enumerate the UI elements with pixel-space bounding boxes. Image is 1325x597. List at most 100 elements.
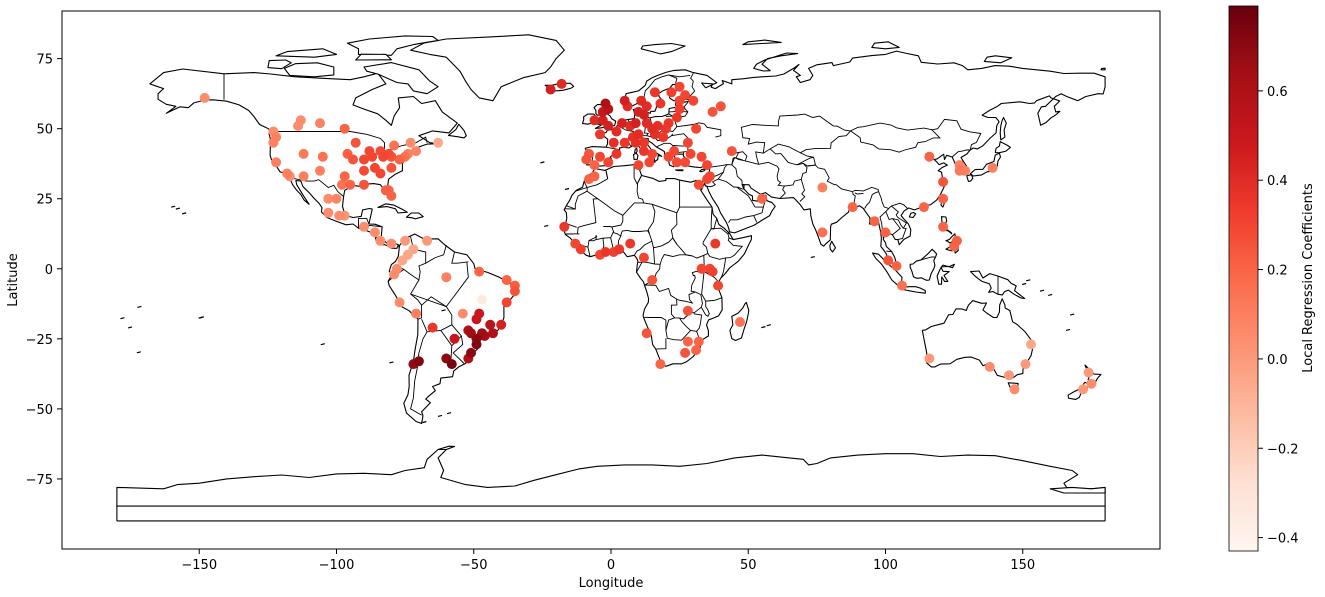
data-point xyxy=(707,106,718,117)
country-border xyxy=(622,175,645,216)
data-point xyxy=(938,193,949,204)
data-point xyxy=(1083,367,1094,378)
landmass-baffin xyxy=(363,62,439,95)
country-border xyxy=(784,163,808,187)
country-border xyxy=(878,191,908,210)
data-point xyxy=(317,151,328,162)
colorbar-tick-label: −0.2 xyxy=(1267,442,1299,457)
data-point xyxy=(509,286,520,297)
country-border xyxy=(289,177,344,197)
country-border xyxy=(611,226,622,237)
data-point xyxy=(726,146,737,157)
colorbar-tick-label: 0.4 xyxy=(1267,174,1288,189)
landmass-franz-josef xyxy=(742,39,782,46)
data-point xyxy=(359,154,369,165)
country-border xyxy=(633,165,642,185)
country-border xyxy=(668,74,678,85)
scatter-points xyxy=(199,78,1097,395)
data-point xyxy=(735,317,745,327)
country-border xyxy=(769,130,851,154)
landmass-severnaya xyxy=(871,41,900,50)
data-point xyxy=(938,176,949,187)
small-island xyxy=(446,412,452,415)
landmass-ross-ice-east xyxy=(1049,486,1106,494)
data-point xyxy=(339,123,350,134)
data-point xyxy=(984,361,995,372)
data-point xyxy=(584,174,594,185)
data-point xyxy=(471,314,482,325)
x-tick-label: −150 xyxy=(181,558,217,573)
country-border xyxy=(700,271,710,318)
data-point xyxy=(389,140,400,151)
data-point xyxy=(359,179,369,190)
small-island xyxy=(175,207,180,210)
data-point xyxy=(474,266,485,277)
data-point xyxy=(883,255,894,266)
country-border xyxy=(753,215,758,223)
data-point xyxy=(693,179,704,190)
data-point xyxy=(369,227,380,238)
small-island xyxy=(1026,279,1031,282)
data-point xyxy=(600,247,611,257)
colorbar-ticks: −0.4 −0.2 0.0 0.2 0.4 0.6 xyxy=(1258,85,1299,547)
country-border xyxy=(642,74,691,104)
data-point xyxy=(918,202,929,213)
data-point xyxy=(630,118,641,129)
data-point xyxy=(817,227,828,238)
landmass-japan-hokkaido xyxy=(994,141,1011,154)
map-plot-area xyxy=(61,10,1161,550)
landmass-sardinia xyxy=(632,152,639,161)
data-point xyxy=(655,98,666,109)
data-point xyxy=(847,202,858,213)
small-island xyxy=(1048,293,1053,296)
data-point xyxy=(603,120,614,131)
country-border xyxy=(711,227,730,235)
country-border xyxy=(605,171,609,179)
colorbar-tick-label: −0.4 xyxy=(1267,532,1299,547)
country-border xyxy=(588,239,597,242)
data-point xyxy=(630,137,641,148)
small-island xyxy=(171,205,176,208)
data-point xyxy=(682,336,693,347)
country-border xyxy=(799,179,806,202)
data-point xyxy=(696,263,707,274)
colorbar-gradient xyxy=(1228,5,1259,552)
x-axis: −150 −100 −50 0 50 100 150 xyxy=(181,549,1035,573)
small-island xyxy=(540,161,545,164)
landmass-ellesmere xyxy=(346,35,439,56)
country-border xyxy=(577,190,600,235)
data-point xyxy=(633,160,644,171)
country-border xyxy=(397,244,400,248)
country-border xyxy=(652,203,678,214)
data-point xyxy=(647,148,658,159)
y-tick-label: −75 xyxy=(26,473,53,488)
data-point xyxy=(619,137,630,148)
small-island xyxy=(199,316,205,319)
small-island xyxy=(437,414,443,418)
country-border xyxy=(566,205,576,210)
country-border xyxy=(643,316,667,331)
landmass-australia xyxy=(921,298,1034,379)
data-point xyxy=(666,87,677,98)
landmass-cyprus xyxy=(699,168,707,173)
x-tick-label: 0 xyxy=(607,558,615,573)
data-point xyxy=(485,319,496,330)
small-island xyxy=(422,421,427,424)
data-point xyxy=(938,221,949,232)
data-point xyxy=(501,275,512,285)
country-border xyxy=(886,250,892,252)
data-point xyxy=(386,162,397,173)
country-border xyxy=(452,335,465,364)
x-tick-label: 150 xyxy=(1010,558,1035,573)
country-border xyxy=(451,251,469,264)
data-point xyxy=(556,78,567,89)
data-point xyxy=(638,252,649,263)
small-island xyxy=(544,224,549,228)
data-point xyxy=(674,104,685,115)
small-island xyxy=(1065,328,1071,332)
country-border xyxy=(800,152,816,166)
country-border xyxy=(705,297,723,302)
data-point xyxy=(649,87,660,98)
data-point xyxy=(691,345,702,356)
